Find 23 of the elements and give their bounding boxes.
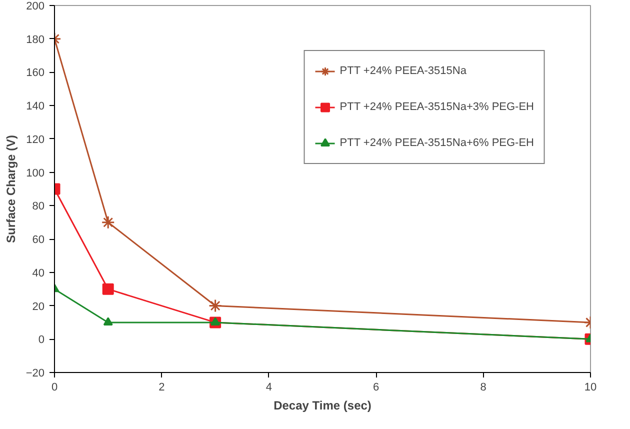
y-tick-label: 80 xyxy=(32,200,45,213)
x-tick-label: 10 xyxy=(584,382,597,394)
legend-label: PTT +24% PEEA-3515Na+3% PEG-EH xyxy=(340,101,534,113)
x-axis-title: Decay Time (sec) xyxy=(274,398,372,412)
y-tick-label: 0 xyxy=(38,334,45,346)
y-tick-label: 20 xyxy=(32,300,45,313)
y-tick-label: 60 xyxy=(32,234,45,246)
y-tick-label: 120 xyxy=(26,134,45,146)
y-tick-label: 140 xyxy=(26,100,45,113)
y-tick-label: 100 xyxy=(26,167,45,180)
y-tick-label: 160 xyxy=(26,67,45,80)
x-tick-label: 2 xyxy=(158,382,165,394)
y-axis-title: Surface Charge (V) xyxy=(4,134,18,244)
x-tick-label: 0 xyxy=(51,382,58,394)
legend-label: PTT +24% PEEA-3515Na xyxy=(340,65,466,77)
y-tick-label: 200 xyxy=(26,0,45,12)
y-tick-label: 40 xyxy=(32,267,45,280)
x-tick-label: 6 xyxy=(373,382,380,394)
y-tick-label: −20 xyxy=(26,368,45,380)
y-tick-label: 180 xyxy=(26,34,45,46)
x-tick-label: 8 xyxy=(480,382,486,394)
legend-label: PTT +24% PEEA-3515Na+6% PEG-EH xyxy=(340,137,534,149)
x-tick-label: 4 xyxy=(266,382,272,394)
